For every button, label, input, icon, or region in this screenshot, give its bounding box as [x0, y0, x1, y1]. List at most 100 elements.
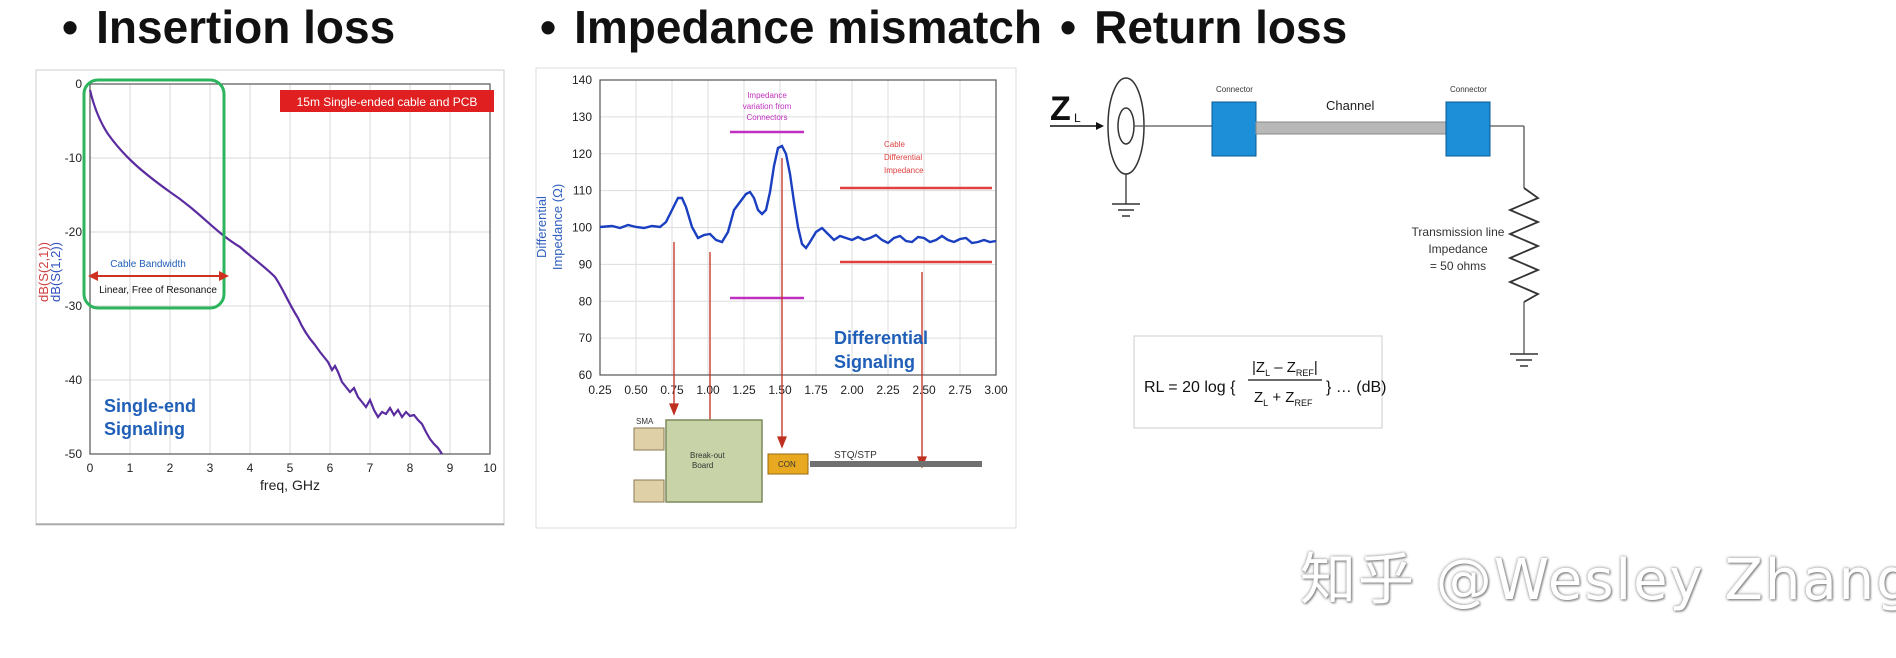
test-fixture-illustration: SMA Break-out Board CON STQ/STP [633, 417, 982, 503]
con-connector [767, 453, 809, 475]
x-tick-label: 4 [247, 461, 254, 475]
insertion-loss-heading: • Insertion loss [62, 0, 395, 54]
x-tick-label: 0.50 [624, 383, 648, 397]
x-tick-label: 0 [87, 461, 94, 475]
impedance-y-ticks: 140 130 120 110 100 90 80 70 60 [572, 73, 592, 382]
heading-text: Return loss [1094, 1, 1348, 53]
y-label-s12: dB(S(1,2)) [48, 242, 63, 302]
formula-numerator: |ZL – ZREF| [1252, 359, 1318, 378]
tline-label-3: = 50 ohms [1430, 259, 1486, 273]
x-tick-label: 10 [483, 461, 497, 475]
banner-text: 15m Single-ended cable and PCB [297, 95, 478, 109]
con-label: CON [778, 460, 796, 469]
x-tick-label: 2 [167, 461, 174, 475]
x-tick-label: 3 [207, 461, 214, 475]
resonance-free-box [82, 78, 226, 310]
heading-text: Impedance mismatch [574, 1, 1042, 53]
signaling-line-1: Differential [834, 328, 928, 348]
impedance-mismatch-plot: 140 130 120 110 100 90 80 70 60 0.25 0.50 0.75 1.00… [534, 67, 1017, 529]
signaling-line-1: Single-end [104, 396, 196, 416]
cable-note-2: Differential [884, 153, 922, 162]
y-tick-label: 140 [572, 73, 592, 87]
resistor-zigzag [1507, 187, 1541, 303]
return-loss-heading: • Return loss [1060, 0, 1347, 54]
x-tick-label: 2.50 [912, 383, 936, 397]
bandwidth-label: Cable Bandwidth [110, 259, 186, 270]
y-tick-label: 90 [579, 257, 593, 271]
y-tick-label: 130 [572, 110, 592, 124]
x-tick-label: 9 [447, 461, 454, 475]
x-tick-label: 8 [407, 461, 414, 475]
formula-suffix: } … (dB) [1326, 379, 1386, 396]
x-tick-label: 7 [367, 461, 374, 475]
bullet: • [1060, 1, 1077, 53]
cable-note-3: Impedance [884, 166, 924, 175]
return-loss-diagram: Z L Connector Connector Channel Transmis… [1050, 77, 1541, 429]
x-tick-label: 1.00 [696, 383, 720, 397]
tline-label-1: Transmission line [1412, 225, 1505, 239]
impedance-curve [599, 144, 997, 250]
location-arrows [669, 158, 927, 469]
tline-label-2: Impedance [1428, 242, 1488, 256]
x-tick-label: 0.25 [588, 383, 612, 397]
y-tick-label: 110 [573, 184, 592, 198]
y-tick-label: 0 [75, 77, 82, 91]
connector-right [1445, 101, 1491, 157]
y-tick-label: -30 [65, 299, 83, 313]
bullet: • [62, 1, 79, 53]
x-tick-label: 1.25 [732, 383, 756, 397]
impedance-mismatch-heading: • Impedance mismatch [540, 0, 1042, 54]
x-tick-label: 6 [327, 461, 334, 475]
x-axis-label: freq, GHz [260, 477, 320, 493]
channel [1255, 121, 1447, 135]
coax-inner [1117, 107, 1135, 145]
watermark: 知乎 @Wesley Zhang [1300, 548, 1896, 613]
x-tick-label: 1.75 [804, 383, 828, 397]
formula-prefix: RL = 20 log { [1144, 379, 1236, 396]
y-tick-label: 80 [579, 294, 593, 308]
insertion-loss-plot: 0 1 2 3 4 5 6 7 8 9 10 0 -10 -20 -30 -40 -50 Cable Band… [35, 69, 505, 526]
linear-label: Linear, Free of Resonance [99, 285, 217, 296]
y-label-line-1: Differential [534, 196, 549, 258]
y-tick-label: -50 [65, 447, 83, 461]
banner [280, 90, 494, 112]
insertion-y-ticks: 0 -10 -20 -30 -40 -50 [65, 77, 83, 461]
connector-note-1: Impedance [747, 91, 787, 100]
sma-connector-bottom [633, 479, 665, 503]
insertion-x-ticks: 0 1 2 3 4 5 6 7 8 9 10 [87, 461, 497, 475]
sma-connector-top [633, 427, 665, 451]
connector-left-label: Connector [1216, 85, 1253, 94]
y-tick-label: -20 [65, 225, 83, 239]
channel-label: Channel [1326, 98, 1375, 113]
y-tick-label: -10 [65, 151, 83, 165]
cable-note-1: Cable [884, 140, 905, 149]
connector-note-2: variation from [743, 102, 792, 111]
signaling-line-2: Signaling [104, 419, 185, 439]
y-label-line-2: Impedance (Ω) [550, 184, 565, 270]
x-tick-label: 2.00 [840, 383, 864, 397]
connector-note-3: Connectors [747, 113, 788, 122]
zl-subscript: L [1074, 111, 1081, 125]
formula-denominator: ZL + ZREF [1254, 389, 1313, 408]
formula-box [1133, 335, 1383, 429]
heading-text: Insertion loss [96, 1, 396, 53]
cable-label: STQ/STP [834, 450, 877, 461]
x-tick-label: 2.75 [948, 383, 972, 397]
y-tick-label: 70 [579, 331, 593, 345]
board-label-1: Break-out [690, 451, 725, 460]
x-tick-label: 1 [127, 461, 134, 475]
impedance-x-ticks: 0.25 0.50 0.75 1.00 1.25 1.50 1.75 2.00 2.25 2.50… [588, 383, 1008, 397]
connector-right-label: Connector [1450, 85, 1487, 94]
x-tick-label: 3.00 [984, 383, 1008, 397]
y-tick-label: 60 [579, 368, 593, 382]
sma-label: SMA [636, 417, 654, 426]
y-tick-label: 120 [572, 147, 592, 161]
y-label-s21: dB(S(2,1)) [36, 242, 51, 302]
connector-left [1211, 101, 1257, 157]
board-label-2: Board [692, 461, 713, 470]
insertion-loss-curve [88, 89, 443, 455]
signaling-line-2: Signaling [834, 352, 915, 372]
x-tick-label: 2.25 [876, 383, 900, 397]
y-tick-label: 100 [572, 221, 592, 235]
x-tick-label: 0.75 [660, 383, 684, 397]
